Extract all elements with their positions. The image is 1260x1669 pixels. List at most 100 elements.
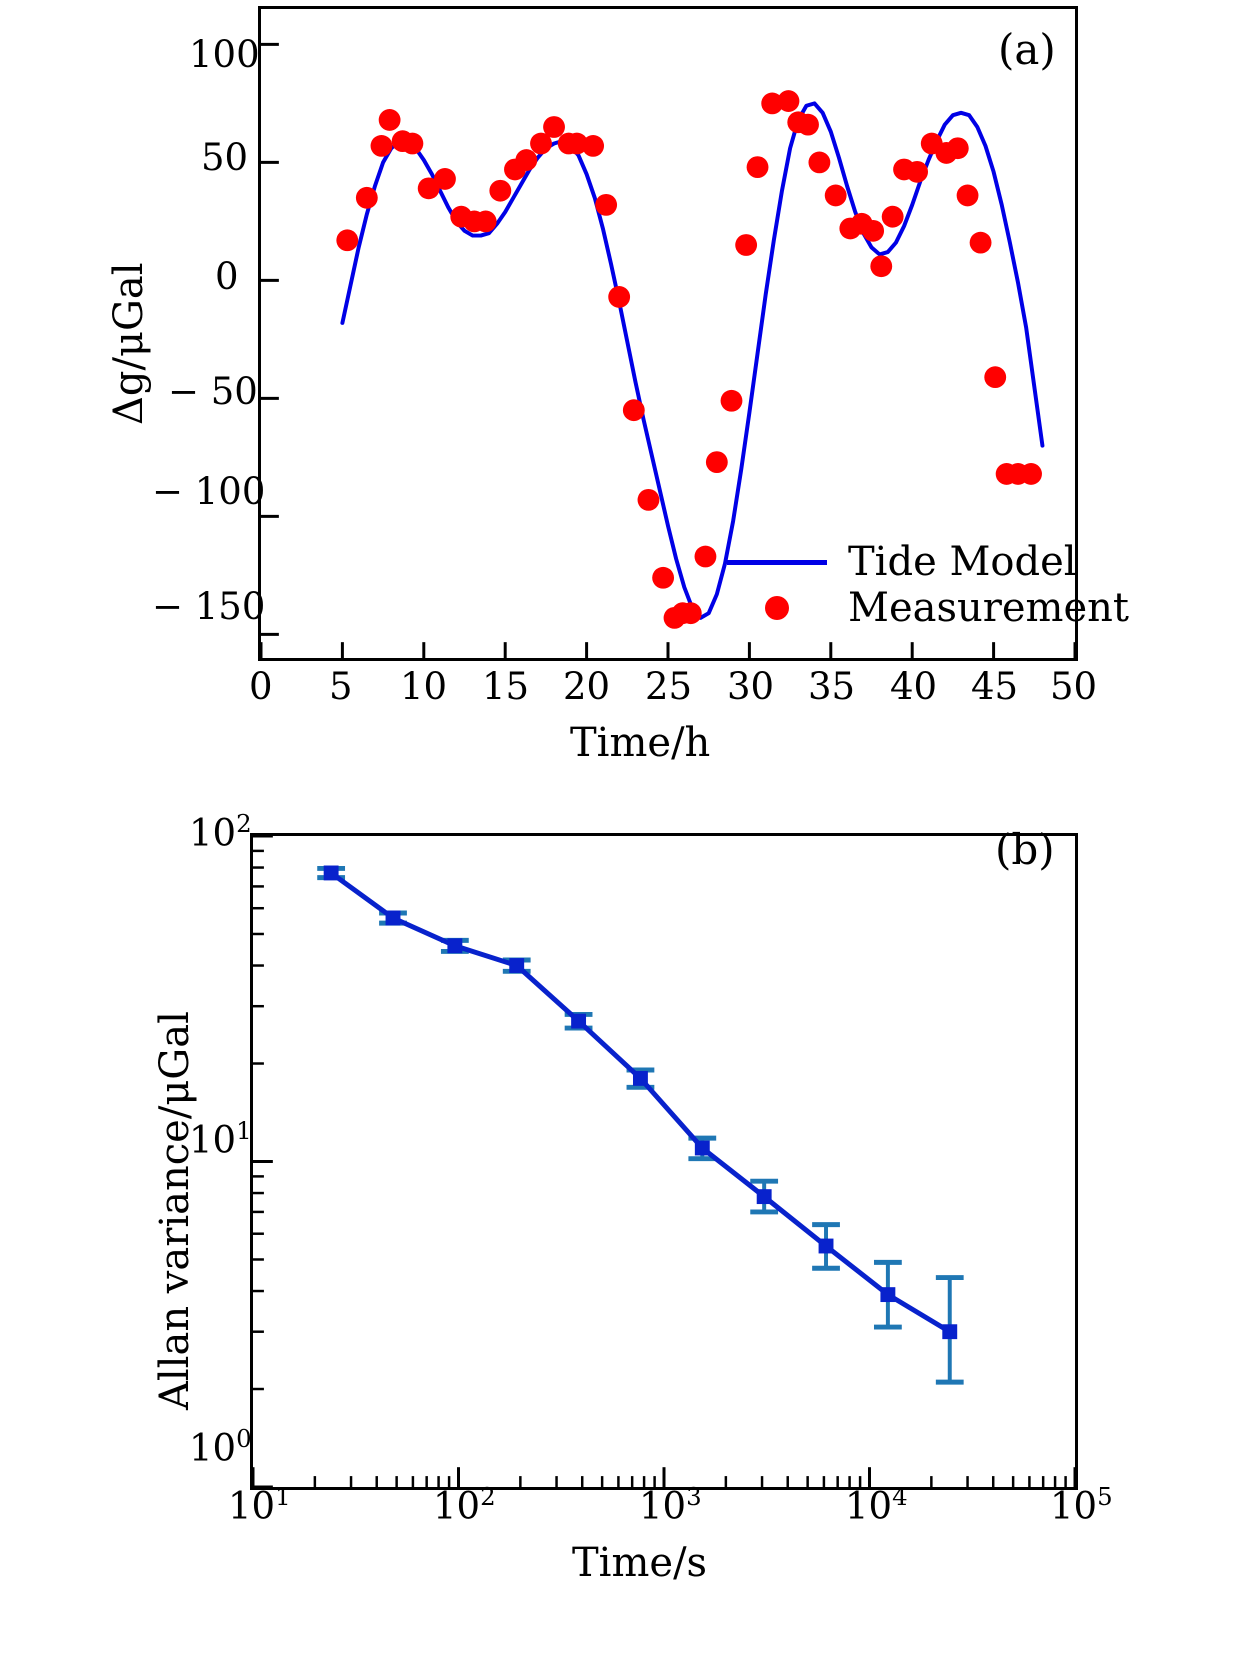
measurement-point <box>761 92 784 115</box>
measurement-point <box>543 116 565 138</box>
allan-variance-line <box>329 870 952 1334</box>
measurement-point <box>946 137 969 160</box>
legend-item-measurement: Measurement <box>718 585 1129 631</box>
measurement-point <box>378 109 401 131</box>
panel-b-tag: (b) <box>995 825 1055 874</box>
measurement-point <box>797 113 819 136</box>
measurement-point <box>565 132 588 155</box>
measurement-point <box>746 156 769 179</box>
measurement-point <box>956 184 979 207</box>
measurement-point <box>434 168 456 190</box>
measurement-point <box>530 132 552 155</box>
measurement-point <box>679 602 702 625</box>
xtick-a-0: 0 <box>249 665 273 708</box>
ytick-a-0: 100 <box>189 33 260 76</box>
measurement-point <box>862 219 885 242</box>
allan-variance-point <box>323 865 339 881</box>
xtick-b-3: 104 <box>845 1484 908 1528</box>
allan-variance-point <box>880 1287 896 1303</box>
measurement-point <box>705 451 728 474</box>
allan-variance-point <box>756 1189 772 1205</box>
legend-item-tide-model: Tide Model <box>718 539 1129 585</box>
panel-a-xlabel: Time/h <box>570 720 711 766</box>
ytick-b-2-exp: 0 <box>236 1424 252 1453</box>
measurement-point <box>881 205 904 228</box>
xtick-b-0: 101 <box>228 1482 291 1528</box>
allan-variance-point <box>447 938 463 954</box>
panel-b-xlabel: Time/s <box>572 1540 708 1586</box>
xtick-b-1-exp: 2 <box>480 1482 496 1511</box>
measurement-point <box>637 488 660 511</box>
panel-a-plot-area <box>258 6 1078 661</box>
measurement-point <box>694 545 717 568</box>
panel-a-tag: (a) <box>998 25 1056 74</box>
ytick-b-0-base: 10 <box>189 811 237 855</box>
measurement-point <box>417 177 440 200</box>
xtick-b-3-base: 10 <box>845 1484 893 1528</box>
xtick-b-4-exp: 5 <box>1097 1482 1113 1511</box>
measurement-point <box>870 255 893 278</box>
xtick-b-0-base: 10 <box>228 1484 276 1528</box>
ytick-a-3: − 50 <box>168 370 258 413</box>
xtick-b-0-exp: 1 <box>275 1482 291 1511</box>
measurement-point <box>370 134 393 157</box>
ytick-b-2: 100 <box>189 1424 252 1470</box>
measurement-point <box>595 193 618 216</box>
panel-a: 100 50 0 − 50 − 100 − 150 0 5 10 15 20 2… <box>0 0 1260 770</box>
allan-variance-point <box>385 910 401 926</box>
measurement-point <box>777 90 800 112</box>
measurement-point <box>735 234 758 256</box>
xtick-b-4: 105 <box>1050 1482 1113 1528</box>
ytick-b-0: 102 <box>189 809 252 855</box>
xtick-b-4-base: 10 <box>1050 1484 1098 1528</box>
xtick-a-6: 30 <box>727 665 775 708</box>
xtick-a-7: 35 <box>808 665 856 708</box>
measurement-point <box>984 366 1007 389</box>
ytick-a-2: 0 <box>215 255 239 298</box>
xtick-a-4: 20 <box>563 665 611 708</box>
measurement-point <box>622 399 645 422</box>
dot-swatch-icon <box>718 596 836 620</box>
measurement-point <box>608 286 631 308</box>
panel-a-canvas <box>259 42 1077 658</box>
ytick-b-1-exp: 1 <box>236 1116 252 1145</box>
allan-variance-point <box>942 1324 958 1340</box>
xtick-a-9: 45 <box>971 665 1019 708</box>
panel-a-ylabel: Δg/μGal <box>106 262 152 425</box>
allan-variance-point <box>632 1070 648 1086</box>
measurement-points <box>336 90 1042 629</box>
xtick-a-8: 40 <box>890 665 938 708</box>
panel-a-legend: Tide Model Measurement <box>718 539 1129 631</box>
xtick-b-2-base: 10 <box>639 1484 687 1528</box>
ytick-b-1-base: 10 <box>189 1118 237 1162</box>
measurement-point <box>515 149 538 171</box>
xtick-a-1: 5 <box>329 665 353 708</box>
measurement-point <box>1020 463 1042 485</box>
xtick-a-2: 10 <box>400 665 448 708</box>
panel-b-plot-area <box>250 833 1078 1490</box>
xtick-b-1: 102 <box>433 1482 496 1528</box>
panel-b-ylabel: Allan variance/μGal <box>152 1011 198 1410</box>
xtick-a-3: 15 <box>482 665 530 708</box>
measurement-point <box>489 179 512 202</box>
measurement-point <box>401 132 424 155</box>
allan-variance-point <box>571 1013 587 1029</box>
legend-label-measurement: Measurement <box>848 585 1129 631</box>
xtick-a-10: 50 <box>1050 665 1098 708</box>
allan-variance-points <box>323 865 958 1340</box>
xtick-b-1-base: 10 <box>433 1484 481 1528</box>
measurement-point <box>474 210 497 233</box>
ytick-a-1: 50 <box>201 136 249 179</box>
panel-b: 102 101 100 101 102 103 104 105 Time/s A… <box>0 770 1260 1669</box>
measurement-point <box>906 160 929 183</box>
allan-variance-point <box>509 958 525 973</box>
ytick-b-0-exp: 2 <box>236 809 252 838</box>
xtick-a-5: 25 <box>645 665 693 708</box>
ytick-a-4: − 100 <box>152 470 266 513</box>
ytick-b-2-base: 10 <box>189 1426 237 1470</box>
measurement-point <box>652 566 675 589</box>
allan-variance-point <box>694 1140 710 1156</box>
legend-label-tide-model: Tide Model <box>848 539 1077 585</box>
ytick-b-1: 101 <box>189 1116 252 1162</box>
